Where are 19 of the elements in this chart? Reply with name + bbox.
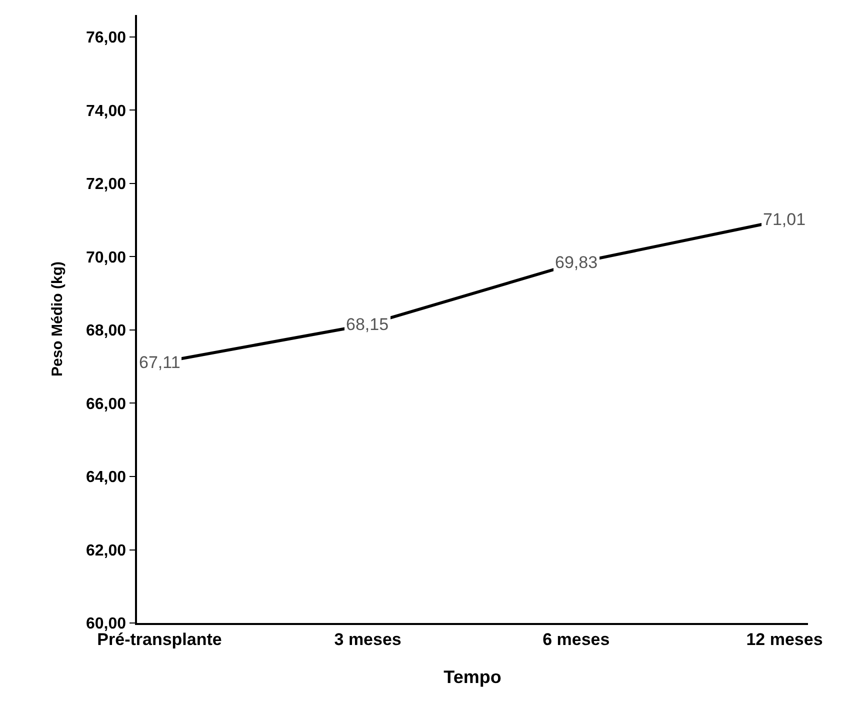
x-axis-title: Tempo: [444, 666, 502, 687]
y-tick-label: 60,00: [86, 616, 126, 633]
y-tick-label: 72,00: [86, 176, 126, 194]
y-tick-label: 64,00: [86, 469, 126, 486]
x-tick-label: 3 meses: [334, 630, 402, 650]
y-tick-label: 66,00: [86, 396, 126, 413]
data-label: 69,83: [555, 253, 598, 272]
y-tick-label: 62,00: [86, 542, 126, 560]
data-label: 71,01: [763, 210, 806, 229]
y-tick-label: 76,00: [86, 30, 126, 47]
x-tick-label: 12 meses: [746, 630, 823, 650]
y-axis-title: Peso Médio (kg): [48, 261, 66, 377]
data-label: 67,11: [139, 353, 180, 372]
y-tick-label: 68,00: [86, 322, 126, 340]
y-tick-label: 74,00: [86, 102, 126, 120]
data-label: 68,15: [346, 315, 389, 334]
y-tick-label: 70,00: [86, 249, 126, 266]
x-tick-label: Pré-transplante: [97, 630, 222, 650]
x-tick-label: 6 meses: [542, 630, 610, 650]
